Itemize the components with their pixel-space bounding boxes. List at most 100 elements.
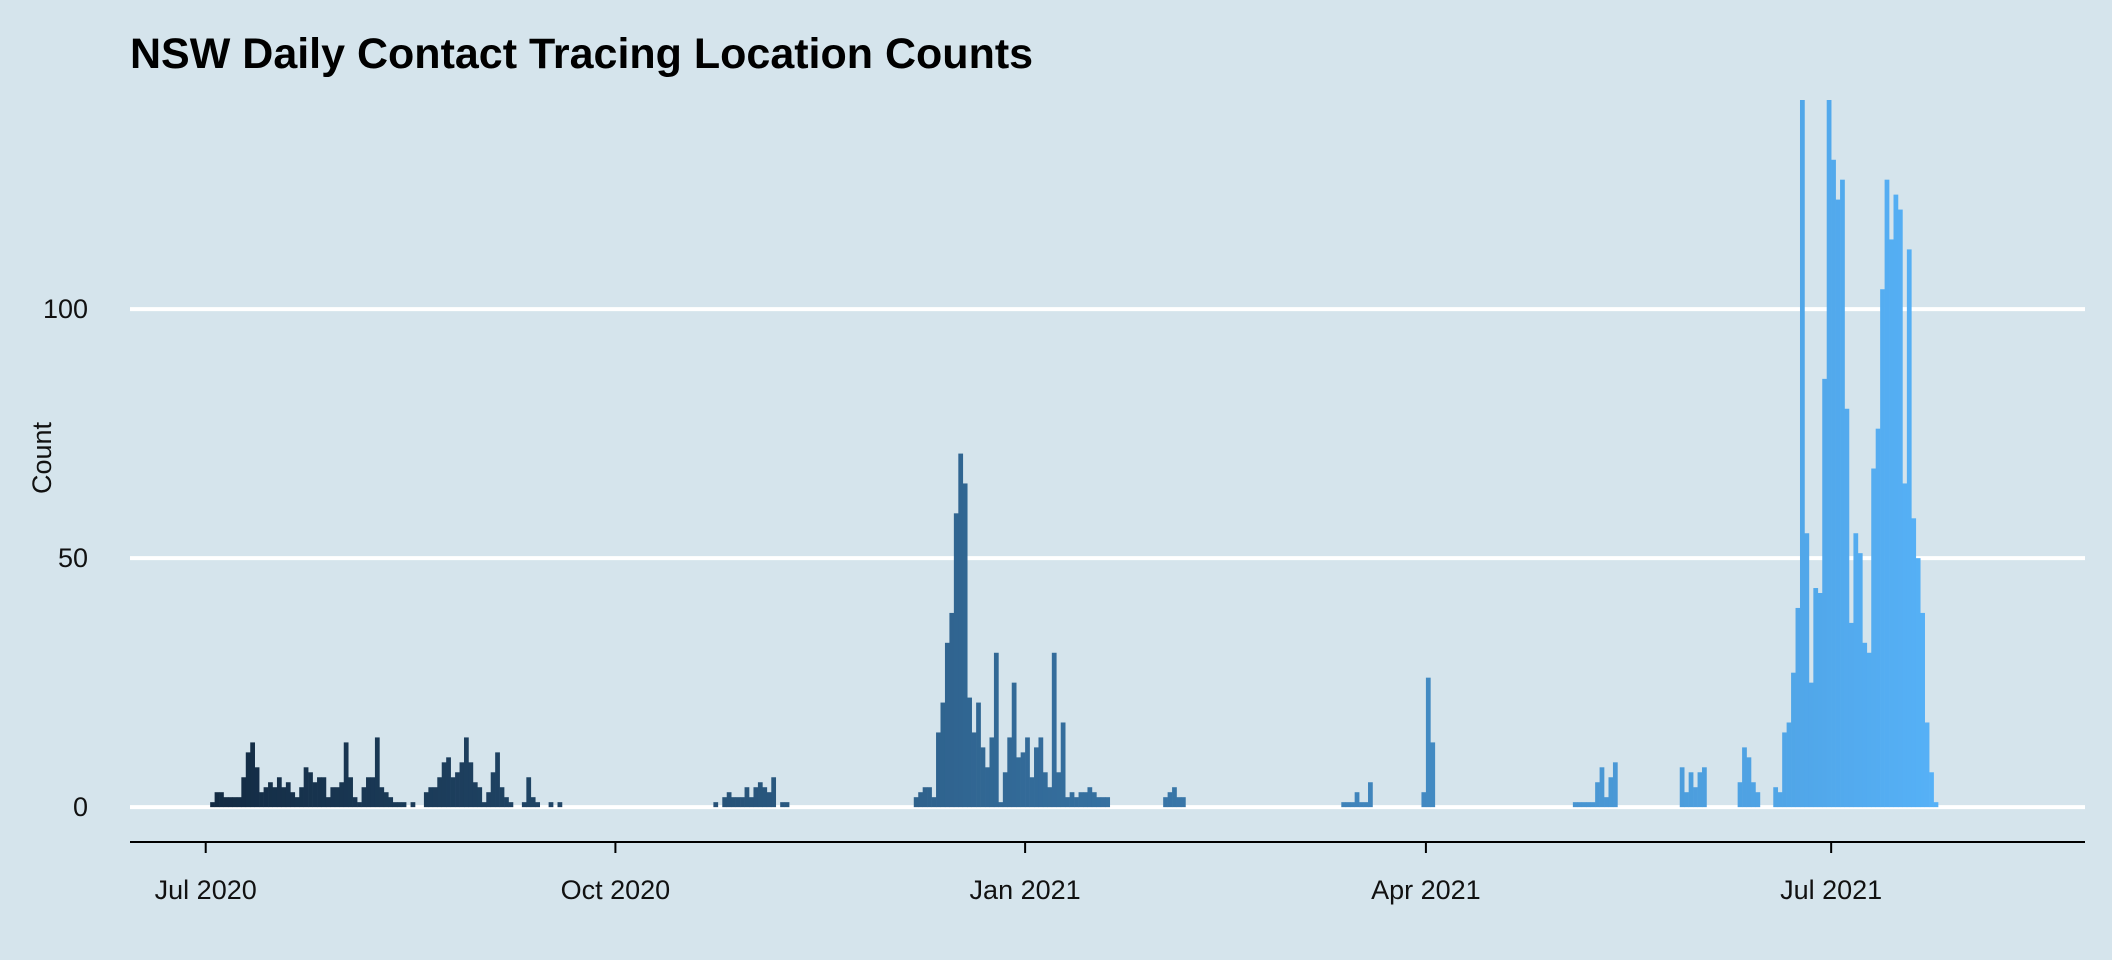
x-tick-label: Jul 2021 — [1780, 875, 1882, 905]
bar — [272, 787, 278, 808]
bar — [1693, 787, 1698, 808]
bar — [940, 702, 946, 808]
bar — [1091, 792, 1097, 808]
bar — [918, 792, 923, 808]
bar — [392, 802, 398, 808]
bar — [1172, 787, 1177, 808]
bar — [468, 762, 474, 808]
bar — [557, 802, 563, 808]
bar — [548, 802, 554, 808]
bar — [1020, 752, 1026, 808]
bar — [1911, 518, 1917, 808]
bar — [1857, 553, 1863, 808]
bar — [1782, 732, 1787, 808]
bar — [1029, 777, 1035, 808]
bar — [477, 787, 483, 808]
bar — [1363, 802, 1369, 808]
bar — [227, 797, 233, 808]
bar — [268, 782, 273, 808]
bar — [1688, 772, 1694, 808]
bar — [423, 792, 429, 808]
bar — [1786, 722, 1792, 808]
bar — [993, 652, 999, 808]
bar — [1817, 593, 1823, 808]
bar — [481, 802, 487, 808]
bar — [980, 747, 986, 808]
chart-title: NSW Daily Contact Tracing Location Count… — [130, 30, 1033, 78]
bar — [1822, 378, 1828, 808]
bar — [1590, 802, 1596, 808]
bar — [1586, 802, 1591, 808]
bar — [441, 762, 447, 808]
bar — [437, 777, 443, 808]
bar — [1011, 682, 1017, 808]
bar — [303, 767, 309, 808]
bar — [784, 802, 790, 808]
bar — [1848, 622, 1854, 808]
bar — [499, 787, 505, 808]
bar — [1069, 792, 1075, 808]
bar — [241, 777, 247, 808]
bar — [1737, 782, 1743, 808]
bar — [223, 797, 229, 808]
bar — [1180, 797, 1186, 808]
bar — [1105, 797, 1111, 808]
bar — [388, 797, 394, 808]
bar — [361, 787, 367, 808]
bar — [504, 797, 509, 808]
bar — [1906, 249, 1912, 808]
bar — [446, 757, 451, 808]
bar — [459, 762, 465, 808]
bar — [290, 792, 296, 808]
bar — [1804, 533, 1810, 808]
bar — [1826, 100, 1832, 808]
bar — [1679, 767, 1685, 808]
bar — [1425, 677, 1431, 808]
bar — [1025, 737, 1030, 808]
bar — [1862, 642, 1868, 808]
bar — [1016, 757, 1021, 808]
bar — [1933, 802, 1939, 808]
bar — [486, 792, 492, 808]
bar — [1875, 428, 1881, 808]
bar — [1871, 468, 1876, 808]
bar — [472, 782, 478, 808]
bar — [343, 742, 349, 808]
bar — [1924, 722, 1930, 808]
bar — [1350, 802, 1355, 808]
bar — [1038, 737, 1044, 808]
bar — [370, 777, 376, 808]
bar — [1844, 408, 1850, 808]
bar — [210, 802, 215, 808]
bar — [1087, 787, 1093, 808]
bar — [1599, 767, 1605, 808]
bar — [357, 802, 362, 808]
bar — [922, 787, 928, 808]
bar — [294, 797, 300, 808]
bar — [936, 732, 941, 808]
bar — [1065, 797, 1070, 808]
bar — [1354, 792, 1360, 808]
bar — [726, 792, 732, 808]
bar — [1345, 802, 1351, 808]
bar — [1581, 802, 1587, 808]
bar — [735, 797, 741, 808]
bar — [985, 767, 990, 808]
bar — [1359, 802, 1364, 808]
bar — [308, 772, 313, 808]
bar — [1889, 239, 1894, 808]
x-tick-label: Oct 2020 — [561, 875, 671, 905]
bar — [245, 752, 251, 808]
bar — [1034, 747, 1039, 808]
bar — [1430, 742, 1436, 808]
bar — [1056, 772, 1062, 808]
x-tick-label: Jan 2021 — [970, 875, 1081, 905]
bar — [1893, 194, 1899, 808]
bar — [1002, 772, 1008, 808]
bar — [1920, 612, 1925, 808]
bar — [1577, 802, 1583, 808]
bar — [285, 782, 291, 808]
bar — [250, 742, 255, 808]
bar — [232, 797, 238, 808]
bar — [1831, 159, 1836, 808]
